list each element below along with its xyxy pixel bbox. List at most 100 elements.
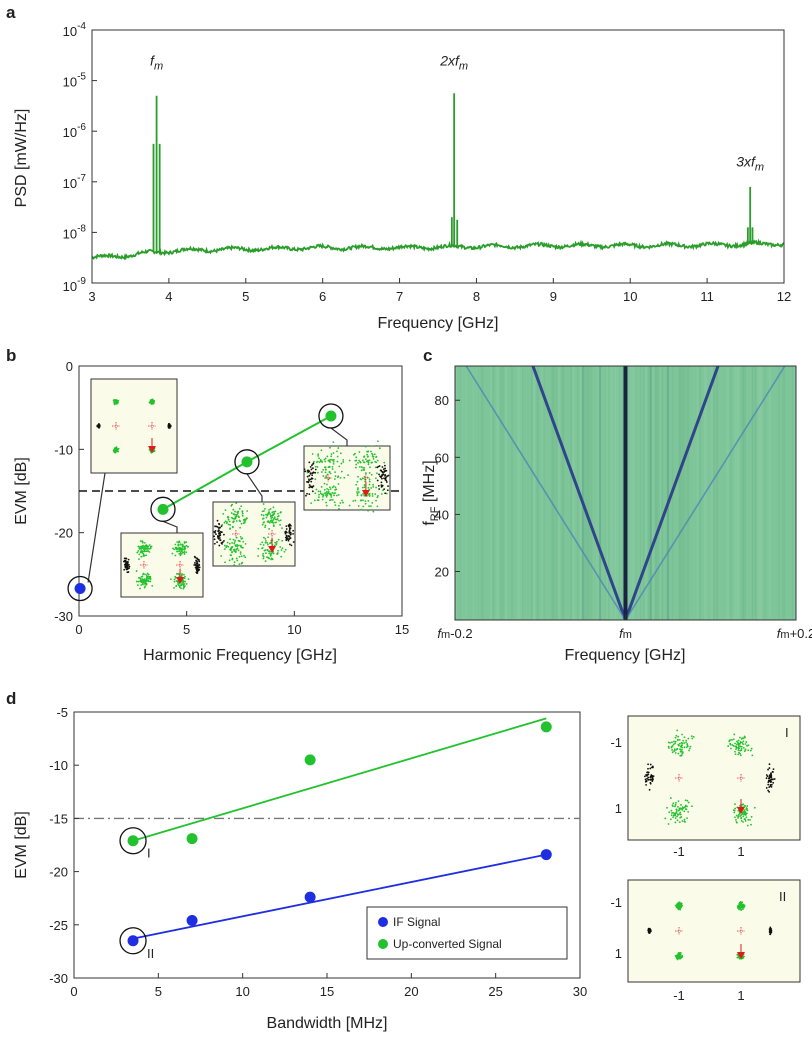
constellation-green-point [363, 484, 366, 486]
constellation-green-point [368, 483, 371, 486]
constellation-green-point [147, 550, 150, 552]
constellation-green-point [746, 744, 748, 747]
b-inset-2 [212, 501, 296, 567]
constellation-green-point [310, 502, 313, 505]
constellation-green-point [738, 957, 741, 960]
constellation-black-point [198, 568, 201, 571]
constellation-green-point [144, 585, 147, 587]
constellation-green-point [727, 745, 730, 748]
constellation-green-point [185, 544, 188, 547]
constellation-green-point [336, 450, 338, 453]
a-ytick-label-5: 10-4 [63, 21, 87, 39]
constellation-green-point [273, 516, 276, 519]
constellation-black-point [308, 493, 311, 496]
constellation-green-point [371, 453, 374, 456]
constellation-black-point [215, 533, 217, 536]
constellation-black-point [649, 782, 652, 785]
constellation-green-point [683, 746, 686, 749]
constellation-green-point [145, 554, 147, 557]
constellation-green-point [237, 549, 240, 552]
constellation-green-point [151, 584, 154, 587]
constellation-green-point [360, 499, 363, 502]
constellation-green-point [356, 494, 359, 497]
constellation-green-point [729, 742, 732, 745]
constellation-II-label: II [779, 889, 786, 904]
constellation-green-point [376, 459, 379, 462]
constellation-black-point [196, 558, 199, 560]
constellation-green-point [259, 543, 262, 546]
constellation-green-point [738, 736, 741, 739]
c-ytick-label-1: 40 [435, 507, 449, 522]
c-ytick-label-2: 60 [435, 450, 449, 465]
constellation-green-point [744, 748, 747, 751]
constellation-black-point [167, 422, 170, 425]
constellation-green-point [236, 545, 239, 548]
constellation-green-point [241, 561, 244, 564]
constellation-black-point [314, 471, 317, 474]
constellation-green-point [348, 459, 351, 462]
constellation-green-point [742, 746, 745, 749]
constellation-green-point [267, 543, 269, 546]
constellation-black-point [126, 566, 128, 569]
constellation-green-point [229, 528, 231, 530]
b-ytick-label-1: -10 [54, 442, 73, 457]
constellation-green-point [257, 555, 260, 557]
constellation-green-point [739, 904, 742, 907]
constellation-green-point [340, 470, 343, 473]
constellation-green-point [275, 518, 278, 521]
heatmap-line-second-order-left [465, 366, 627, 620]
constellation-black-point [124, 557, 127, 560]
legend-label-if: IF Signal [393, 915, 440, 929]
constellation-green-point [689, 745, 692, 748]
d-xtick-label-3: 15 [320, 984, 334, 999]
constellation-green-point [139, 545, 141, 548]
panel-b-x-label: Harmonic Frequency [GHz] [143, 647, 337, 664]
constellation-black-point [195, 560, 198, 563]
constellation-green-point [735, 819, 737, 821]
constellation-green-point [678, 957, 681, 960]
constellation-green-point [745, 816, 748, 819]
constellation-green-point [672, 812, 675, 814]
constellation-green-point [173, 578, 176, 581]
constellation-black-point [386, 475, 388, 478]
constellation-black-point [308, 470, 311, 473]
constellation-green-point [148, 544, 151, 546]
constellation-green-point [270, 519, 273, 522]
constellation-green-point [234, 539, 237, 542]
constellation-green-point [355, 483, 358, 486]
d-fit-line-1 [132, 717, 547, 842]
constellation-green-point [671, 751, 674, 754]
constellation-black-point [195, 565, 198, 567]
constellation-green-point [364, 458, 367, 461]
constellation-green-point [679, 811, 682, 814]
constellation-green-point [681, 748, 683, 751]
constellation-green-point [691, 737, 694, 740]
constellation-black-point [289, 537, 292, 540]
d-point-0-1 [186, 915, 198, 927]
panel-c-y-label: fRF [MHz] [421, 460, 441, 525]
constellation-green-point [220, 555, 223, 557]
constellation-black-point [770, 778, 773, 781]
constellation-green-point [355, 463, 358, 466]
constellation-green-point [332, 441, 335, 444]
constellation-green-point [356, 480, 359, 483]
constellation-green-point [364, 445, 367, 448]
d-marker-label-1: II [147, 946, 154, 961]
constellation-green-point [141, 578, 144, 580]
constellation-black-point [216, 541, 219, 544]
constellation-black-point [384, 492, 387, 495]
constellation-black-point [215, 525, 218, 528]
constellation-green-point [681, 820, 684, 822]
constellation-green-point [334, 486, 337, 489]
constellation-green-point [338, 504, 340, 507]
constellation-green-point [675, 748, 678, 751]
constellation-green-point [687, 810, 690, 813]
constellation-green-point [680, 816, 683, 818]
constellation-black-point [773, 778, 776, 780]
constellation-green-point [337, 494, 340, 496]
constellation-green-point [262, 514, 265, 517]
constellation-green-point [732, 738, 735, 741]
constellation-green-point [376, 505, 379, 508]
constellation-green-point [179, 546, 182, 549]
constellation-black-point [311, 477, 314, 480]
